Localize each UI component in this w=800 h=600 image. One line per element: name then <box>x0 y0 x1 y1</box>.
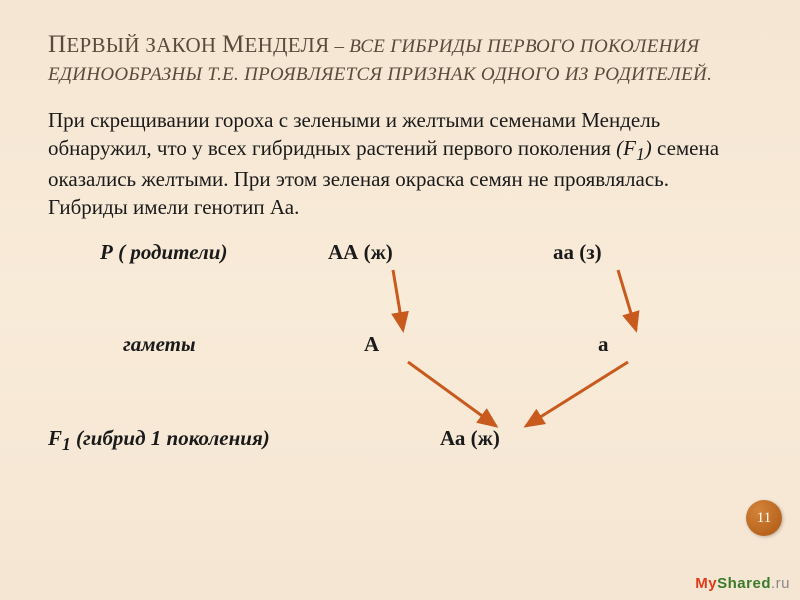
body-f1: (F <box>616 136 636 160</box>
f1-value: Аа (ж) <box>440 426 500 451</box>
f1-post: (гибрид 1 поколения) <box>71 426 270 450</box>
body-paragraph: При скрещивании гороха с зелеными и желт… <box>48 107 752 221</box>
page-number-badge: 11 <box>746 500 782 536</box>
gamete-A: А <box>364 332 379 357</box>
parents-label: Р ( родители) <box>100 240 227 265</box>
f1-pre: F <box>48 426 62 450</box>
body-p1: При скрещивании гороха с зелеными и желт… <box>48 108 660 160</box>
watermark-ru: .ru <box>771 575 790 592</box>
body-f1-close: ) <box>645 136 652 160</box>
body-f1-sub: 1 <box>636 144 645 164</box>
title-m-rest: ЕНДЕЛЯ <box>244 33 329 57</box>
watermark-shared: Shared <box>717 575 771 592</box>
title-cap-p: П <box>48 31 66 58</box>
title-cap-m: М <box>222 31 245 58</box>
f1-label: F1 (гибрид 1 поколения) <box>48 426 270 455</box>
cross-diagram: Р ( родители) АА (ж) аа (з) гаметы А а F… <box>78 240 752 480</box>
slide-title: ПЕРВЫЙ ЗАКОН МЕНДЕЛЯ – ВСЕ ГИБРИДЫ ПЕРВО… <box>48 28 752 87</box>
parent-AA: АА (ж) <box>328 240 393 265</box>
f1-sub: 1 <box>62 434 71 454</box>
watermark: MyShared.ru <box>695 575 790 592</box>
slide: ПЕРВЫЙ ЗАКОН МЕНДЕЛЯ – ВСЕ ГИБРИДЫ ПЕРВО… <box>0 0 800 600</box>
title-law-rest: ЕРВЫЙ ЗАКОН <box>66 33 222 57</box>
gametes-label: гаметы <box>123 332 196 357</box>
gamete-a: а <box>598 332 609 357</box>
page-number: 11 <box>757 510 771 527</box>
parent-aa: аа (з) <box>553 240 602 265</box>
watermark-my: My <box>695 575 717 592</box>
